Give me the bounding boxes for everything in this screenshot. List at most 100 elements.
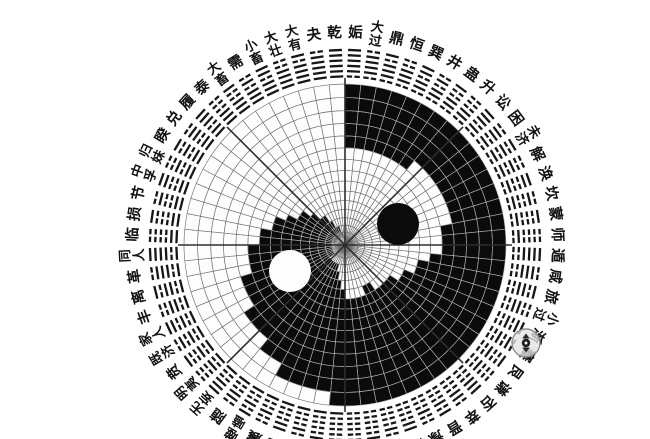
svg-text:益: 益: [263, 434, 283, 439]
hexagram-name: 益: [263, 434, 283, 439]
grid-cell: [247, 235, 261, 246]
hexagram-name: 夬: [305, 24, 322, 44]
hexagram-symbol: [195, 108, 226, 138]
grid-cell: [247, 253, 262, 265]
svg-text:震: 震: [243, 426, 264, 439]
axis-spoke: [344, 244, 464, 364]
svg-text:讼: 讼: [491, 91, 514, 114]
hexagram-name: 萃: [461, 405, 483, 428]
hexagram-symbol: [493, 155, 526, 180]
hexagram-symbol: [425, 73, 452, 105]
svg-text:井: 井: [444, 51, 466, 74]
hexagram-symbol: [148, 228, 179, 244]
grid-cell: [330, 378, 346, 393]
svg-text:咸: 咸: [546, 268, 566, 285]
hexagram-symbol: [511, 228, 542, 244]
hexagram-symbol: [238, 73, 265, 105]
svg-text:过: 过: [368, 32, 383, 50]
grid-cell: [357, 376, 375, 393]
svg-text:同: 同: [118, 249, 134, 263]
hexagram-symbol: [328, 48, 344, 79]
hexagram-symbol: [379, 405, 399, 437]
svg-text:艮: 艮: [504, 361, 527, 383]
svg-text:蛊: 蛊: [461, 63, 483, 86]
hexagram-symbol: [452, 364, 482, 395]
hexagram-name: 恒: [407, 34, 427, 56]
grid-cell: [478, 244, 493, 260]
axis-spokes: [178, 78, 512, 412]
svg-text:豫: 豫: [425, 426, 446, 439]
hexagram-symbol: [222, 375, 251, 407]
grid-cell: [323, 136, 336, 151]
grid-cell: [223, 244, 237, 258]
grid-cell: [210, 244, 225, 259]
hexagram-name: 大过: [368, 19, 385, 51]
svg-text:损: 损: [124, 205, 144, 222]
hexagram-name: 乾: [327, 23, 343, 42]
hexagram-name: 谦: [491, 377, 514, 400]
grid-cell: [344, 123, 358, 137]
hexagram-symbol: [509, 209, 540, 227]
grid-cell: [328, 391, 346, 407]
hexagram-symbol: [164, 310, 197, 335]
grid-cell: [344, 329, 355, 343]
svg-text:壮: 壮: [267, 41, 285, 60]
svg-text:遁: 遁: [548, 248, 567, 264]
grid-cell: [333, 341, 346, 355]
grid-cell: [197, 257, 214, 275]
svg-text:困: 困: [505, 108, 527, 130]
hexagram-name: 晋: [444, 416, 465, 438]
hexagram-symbol: [183, 122, 215, 151]
grid-cell: [325, 147, 337, 162]
svg-text:晋: 晋: [444, 416, 465, 438]
svg-text:否: 否: [476, 391, 499, 414]
grid-cell: [332, 123, 346, 137]
grid-cell: [335, 329, 346, 343]
grid-cell: [337, 170, 346, 182]
svg-text:随: 随: [207, 404, 230, 427]
svg-text:大: 大: [262, 28, 280, 47]
grid-cell: [359, 389, 377, 406]
grid-cell: [344, 110, 359, 125]
grid-cell: [330, 97, 346, 112]
grid-cell: [336, 318, 346, 331]
hexagram-symbol: [158, 172, 190, 195]
hexagram-name: 姤: [347, 23, 364, 42]
svg-text:小: 小: [542, 310, 561, 327]
grid-cell: [344, 147, 355, 161]
svg-text:大: 大: [370, 19, 385, 37]
hexagram-symbol: [272, 400, 295, 432]
svg-text:萃: 萃: [461, 405, 483, 428]
hexagram-symbol: [509, 263, 540, 281]
hexagram-symbol: [439, 83, 468, 115]
axis-spoke: [226, 126, 346, 246]
hexagram-symbol: [500, 295, 532, 318]
hexagram-name: 讼: [491, 91, 514, 114]
grid-cell: [344, 97, 360, 112]
svg-text:畜: 畜: [248, 49, 267, 69]
hexagram-symbol: [363, 409, 381, 439]
svg-text:大: 大: [283, 22, 300, 41]
hexagram-symbol: [464, 108, 495, 138]
grid-cell: [183, 244, 199, 262]
hexagram-name: 大有: [283, 22, 303, 54]
hexagram-symbol: [395, 58, 418, 90]
autoscroll-indicator-icon: [511, 328, 541, 358]
hexagram-name: 丰: [133, 306, 155, 326]
hexagram-name: 中孚: [128, 162, 161, 184]
grid-cell: [353, 328, 365, 343]
grid-cell: [453, 244, 467, 258]
hexagram-symbol: [208, 95, 238, 126]
hexagram-name: 同人: [118, 247, 148, 262]
grid-cell: [235, 244, 249, 257]
hexagram-name: 履: [176, 91, 199, 114]
taiji-white-eye: [269, 250, 311, 292]
grid-cell: [489, 213, 506, 231]
hexagram-name: 涣: [535, 163, 557, 183]
hexagram-symbol: [505, 191, 537, 211]
grid-cell: [429, 235, 443, 246]
grid-cell: [335, 147, 346, 161]
svg-text:贲: 贲: [162, 361, 185, 383]
hexagram-name: 否: [476, 391, 499, 414]
svg-text:兑: 兑: [162, 107, 185, 130]
